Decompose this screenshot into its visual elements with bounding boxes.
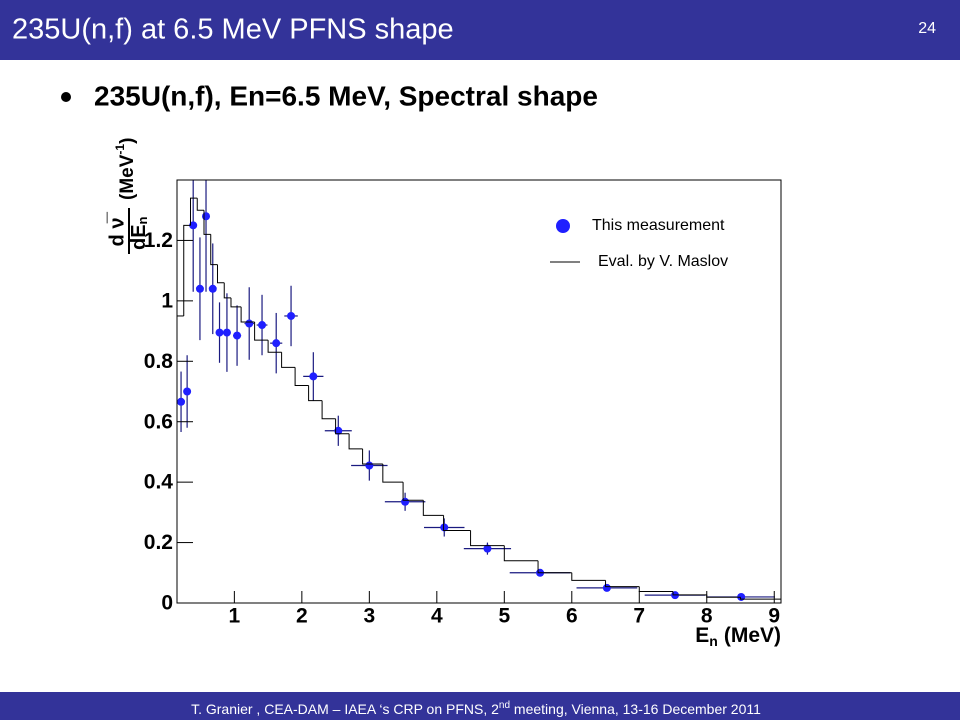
histogram-bin [240, 306, 255, 323]
histogram-bin [321, 400, 336, 420]
data-point [365, 461, 374, 470]
histogram-bin [672, 591, 707, 596]
data-point [309, 372, 318, 381]
y-tick-label: 0 [161, 592, 173, 615]
histogram-bin [571, 572, 606, 581]
histogram-bin [254, 322, 269, 341]
histogram-bin [281, 352, 296, 368]
y-label-close: ) [117, 138, 138, 144]
slide-title: 235U(n,f) at 6.5 MeV PFNS shape [12, 14, 454, 46]
plot-frame [176, 179, 782, 604]
x-label-sub: n [709, 633, 718, 649]
data-point [245, 319, 254, 328]
histogram-bin [470, 530, 505, 547]
histogram-bin [216, 264, 225, 284]
data-point [233, 331, 242, 340]
histogram-bin [740, 597, 781, 600]
data-point [258, 321, 267, 330]
data-point [195, 284, 204, 293]
x-axis-label: En (MeV) [695, 624, 781, 649]
histogram-bin [706, 594, 741, 598]
legend: This measurement Eval. by V. Maslov [550, 217, 728, 270]
data-point [177, 397, 186, 406]
legend-label: This measurement [592, 217, 725, 234]
y-label-unit: (MeV-1) [113, 138, 138, 200]
legend-label: Eval. by V. Maslov [598, 253, 728, 270]
histogram-bin [362, 448, 383, 465]
y-tick-label: 0.4 [144, 471, 174, 494]
histogram-bin [422, 500, 444, 516]
histogram-bin [402, 482, 424, 501]
footer-sup: nd [499, 700, 510, 711]
data-point [272, 339, 281, 348]
histogram-bin [503, 545, 539, 562]
data-point [334, 426, 343, 435]
y-axis-label: d ν̅ dEn (MeV-1) [106, 138, 150, 254]
x-tick-label: 7 [633, 605, 645, 628]
histogram-bin [223, 282, 231, 299]
footer-text: meeting, Vienna, 13-16 December 2011 [510, 701, 761, 717]
histogram-bin [443, 515, 471, 531]
data-point [440, 523, 449, 532]
y-tick-label: 0.8 [144, 350, 174, 373]
x-tick-label: 3 [363, 605, 375, 628]
y-label-sup: -1 [113, 144, 127, 155]
axes: 1 2 3 4 5 6 7 8 9 0 0.2 0.4 0.6 0.8 1 1.2 [144, 229, 780, 628]
histogram-bin [267, 340, 282, 353]
x-tick-label: 6 [566, 605, 578, 628]
footer-text: T. Granier , CEA-DAM – IAEA ‘s CRP on PF… [191, 701, 499, 717]
y-label-denominator-text: dE [128, 224, 150, 250]
plot-area [177, 180, 781, 601]
data-point [183, 387, 192, 396]
y-label-sub: n [135, 216, 150, 224]
histogram-bin [382, 464, 404, 483]
y-tick-label: 0.2 [144, 531, 173, 554]
histogram-bin [196, 198, 204, 211]
y-label-denominator: dEn [128, 216, 150, 250]
bullet-text: 235U(n,f), En=6.5 MeV, Spectral shape [94, 80, 598, 111]
bullet-dot [61, 92, 71, 102]
data-point [202, 212, 211, 221]
page-number: 24 [918, 20, 936, 37]
data-point [287, 311, 296, 320]
histogram-bin [183, 224, 191, 316]
x-tick-label: 4 [431, 605, 443, 628]
data-point [208, 284, 217, 293]
data-point [483, 544, 492, 553]
y-tick-label: 0.6 [144, 410, 173, 433]
data-point [189, 221, 198, 230]
y-label-numerator: d ν̅ [106, 212, 128, 247]
data-point [222, 328, 231, 337]
x-label-unit: (MeV) [724, 624, 781, 647]
histogram-bin [348, 433, 363, 450]
x-tick-label: 1 [229, 605, 241, 628]
y-tick-label: 1 [161, 289, 173, 312]
histogram-bin [294, 367, 309, 386]
x-tick-label: 2 [296, 605, 308, 628]
histogram-bin [203, 210, 211, 235]
footer: T. Granier , CEA-DAM – IAEA ‘s CRP on PF… [191, 700, 761, 717]
x-label-symbol: E [695, 624, 709, 647]
histogram-bin [189, 197, 198, 226]
histogram-bin [605, 580, 640, 588]
data-point [215, 328, 224, 337]
histogram-bin [335, 418, 350, 435]
y-tick-label: 1.2 [144, 229, 173, 252]
title-bar [0, 0, 960, 60]
x-tick-label: 9 [768, 605, 780, 628]
legend-marker [556, 219, 570, 233]
histogram-bin [230, 297, 242, 308]
data-point [401, 497, 410, 506]
x-tick-label: 5 [498, 605, 510, 628]
histogram-bin [638, 586, 674, 593]
y-label-unit-text: (MeV [117, 154, 138, 200]
data-point [602, 583, 611, 592]
histogram-bin [308, 385, 323, 402]
histogram-bin [210, 234, 218, 266]
histogram-bin [537, 560, 572, 574]
x-tick-label: 8 [701, 605, 713, 628]
footer-bar [0, 692, 960, 720]
